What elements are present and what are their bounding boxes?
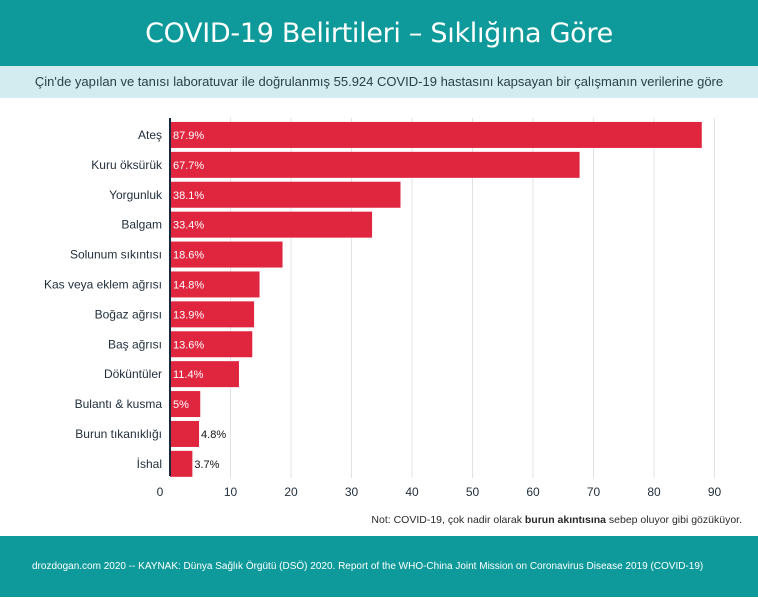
data-label: 3.7%: [194, 459, 219, 471]
x-tick-label: 10: [224, 485, 238, 499]
category-label: Ateş: [138, 128, 162, 142]
page-title: COVID-19 Belirtileri – Sıklığına Göre: [145, 18, 613, 49]
x-tick-label: 80: [647, 485, 661, 499]
category-label: Yorgunluk: [109, 188, 163, 202]
subtitle: Çin'de yapılan ve tanısı laboratuvar ile…: [34, 74, 724, 89]
category-label: Kas veya eklem ağrısı: [44, 277, 162, 291]
category-label: Boğaz ağrısı: [95, 307, 162, 321]
x-tick-label: 50: [466, 485, 480, 499]
bar: [170, 151, 580, 178]
category-label: İshal: [137, 457, 162, 471]
footer-source: drozdogan.com 2020 -- KAYNAK: Dünya Sağl…: [32, 561, 704, 572]
data-label: 38.1%: [173, 190, 204, 202]
data-label: 11.4%: [173, 369, 204, 381]
category-label: Solunum sıkıntısı: [70, 248, 162, 262]
subtitle-band: [0, 66, 758, 98]
x-tick-label: 40: [405, 485, 419, 499]
x-tick-label: 30: [345, 485, 359, 499]
bar: [170, 420, 200, 447]
category-label: Balgam: [121, 218, 162, 232]
bar: [170, 181, 401, 208]
data-label: 87.9%: [173, 130, 204, 142]
data-label: 4.8%: [201, 429, 226, 441]
data-label: 13.6%: [173, 339, 204, 351]
note-bold: burun akıntısına: [524, 514, 606, 526]
bar: [170, 450, 193, 477]
header-band: [0, 0, 758, 66]
data-label: 33.4%: [173, 220, 204, 232]
category-label: Bulantı & kusma: [75, 397, 163, 411]
bar: [170, 331, 253, 358]
data-label: 18.6%: [173, 250, 204, 262]
x-tick-label: 70: [587, 485, 601, 499]
footer-band: [0, 536, 758, 597]
bar: [170, 301, 255, 328]
bar: [170, 361, 239, 388]
chart-note: Not: COVID-19, çok nadir olarak burun ak…: [371, 514, 742, 526]
category-label: Baş ağrısı: [108, 337, 162, 351]
data-label: 67.7%: [173, 160, 204, 172]
bar: [170, 271, 260, 298]
x-tick-label: 20: [284, 485, 298, 499]
category-label: Kuru öksürük: [91, 158, 163, 172]
data-label: 5%: [173, 399, 189, 411]
bar: [170, 211, 373, 238]
data-label: 14.8%: [173, 279, 204, 291]
bar-chart: Ateş 87.9% Kuru öksürük 67.7% Yorgunluk 38.1%…: [44, 118, 722, 499]
note-suffix: sebep oluyor gibi gözüküyor.: [605, 514, 742, 526]
note-prefix: Not: COVID-19, çok nadir olarak: [371, 514, 525, 526]
x-tick-label: 90: [708, 485, 722, 499]
data-label: 13.9%: [173, 309, 204, 321]
bar: [170, 391, 201, 418]
category-label: Döküntüler: [104, 367, 162, 381]
bar: [170, 241, 283, 268]
category-label: Burun tıkanıklığı: [75, 427, 162, 441]
x-tick-label: 0: [157, 485, 164, 499]
x-tick-label: 60: [526, 485, 540, 499]
bar: [170, 121, 702, 148]
